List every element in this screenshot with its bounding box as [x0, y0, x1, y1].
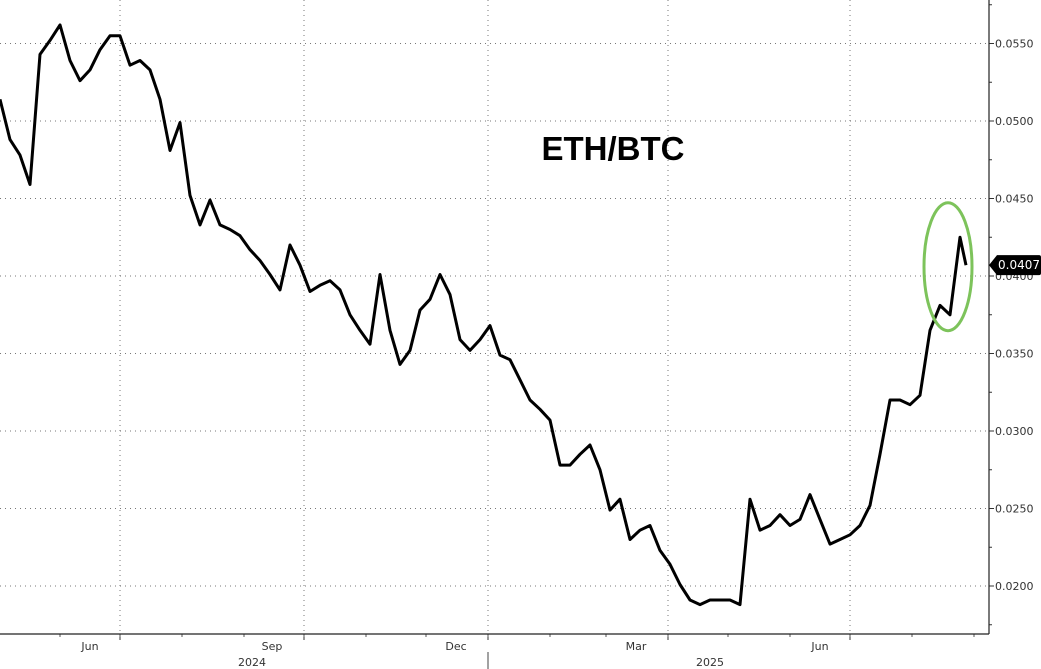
x-month-label: Mar — [626, 640, 647, 653]
highlight-ellipse — [922, 201, 974, 333]
y-tick-label: 0.0450 — [995, 193, 1034, 206]
x-month-label: Jun — [80, 640, 98, 653]
y-tick-label: 0.0200 — [995, 580, 1034, 593]
y-tick-label: 0.0350 — [995, 348, 1034, 361]
x-month-label: Sep — [262, 640, 283, 653]
x-year-label: 2025 — [696, 656, 724, 669]
series-line — [0, 23, 968, 607]
y-tick-label: 0.0550 — [995, 38, 1034, 51]
y-tick-label: 0.0300 — [995, 425, 1034, 438]
y-tick-label: 0.0500 — [995, 115, 1034, 128]
y-tick-label: 0.0250 — [995, 503, 1034, 516]
chart-title: ETH/BTC — [542, 130, 685, 167]
last-value-box — [989, 255, 1041, 276]
x-month-label: Jun — [810, 640, 828, 653]
x-year-label: 2024 — [238, 656, 266, 669]
last-value-marker: 0.0407 — [989, 255, 1041, 276]
grid — [0, 0, 989, 634]
last-value-label: 0.0407 — [998, 258, 1040, 272]
x-month-label: Dec — [445, 640, 466, 653]
